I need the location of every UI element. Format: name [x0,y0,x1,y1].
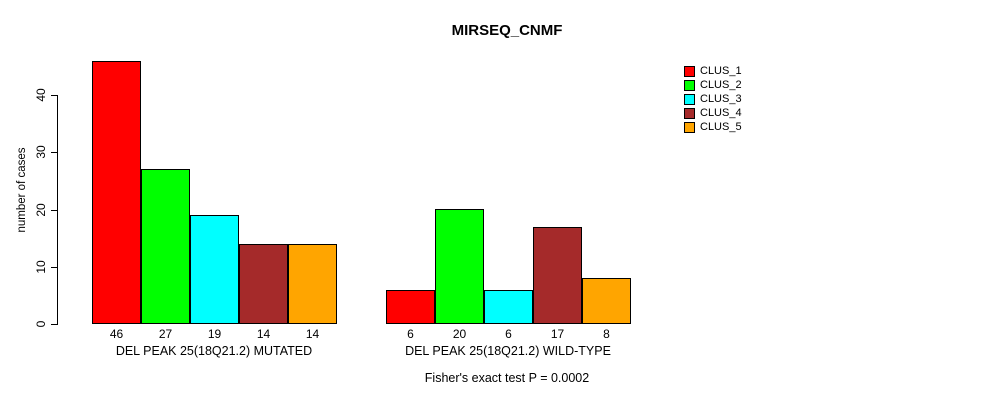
bar-value-label: 6 [505,327,512,341]
bar-value-label: 8 [603,327,610,341]
legend-swatch-clus_3 [684,94,695,105]
bar-value-label: 14 [305,327,320,341]
bar-clus_2-group1 [141,169,190,324]
bar-value-label: 19 [207,327,222,341]
legend-swatch-clus_5 [684,122,695,133]
legend-label-clus_4: CLUS_4 [700,107,742,119]
annotation-fishers-test: Fisher's exact test P = 0.0002 [424,371,590,385]
bar-clus_1-group1 [92,61,141,324]
chart-title: MIRSEQ_CNMF [451,22,563,39]
bar-value-label: 27 [158,327,173,341]
bar-clus_3-group1 [190,215,239,324]
y-tick-label: 20 [34,203,48,217]
bar-clus_3-group2 [484,290,533,324]
legend-label-clus_3: CLUS_3 [700,93,742,105]
bar-value-label: 14 [256,327,271,341]
legend-label-clus_1: CLUS_1 [700,65,742,77]
bar-value-label: 46 [109,327,124,341]
legend-label-clus_2: CLUS_2 [700,79,742,91]
bar-value-label: 6 [407,327,414,341]
y-tick-label: 40 [34,88,48,102]
y-tick-mark [51,267,58,268]
bar-value-label: 17 [550,327,565,341]
bar-clus_5-group2 [582,278,631,324]
y-tick-label: 0 [34,320,48,328]
bar-clus_4-group1 [239,244,288,324]
y-tick-label: 30 [34,145,48,159]
bar-clus_5-group1 [288,244,337,324]
bar-clus_1-group2 [386,290,435,324]
y-tick-label: 10 [34,260,48,274]
bar-clus_2-group2 [435,209,484,324]
bar-value-label: 20 [452,327,467,341]
y-tick-mark [51,152,58,153]
legend-swatch-clus_2 [684,80,695,91]
category-label-mutated: DEL PEAK 25(18Q21.2) MUTATED [115,344,313,358]
y-tick-mark [51,95,58,96]
category-label-wildtype: DEL PEAK 25(18Q21.2) WILD-TYPE [405,344,611,358]
legend-swatch-clus_1 [684,66,695,77]
y-tick-mark [51,210,58,211]
y-tick-mark [51,324,58,325]
legend-swatch-clus_4 [684,108,695,119]
y-axis-label: number of cases [16,147,28,233]
bar-clus_4-group2 [533,227,582,324]
legend-label-clus_5: CLUS_5 [700,121,742,133]
